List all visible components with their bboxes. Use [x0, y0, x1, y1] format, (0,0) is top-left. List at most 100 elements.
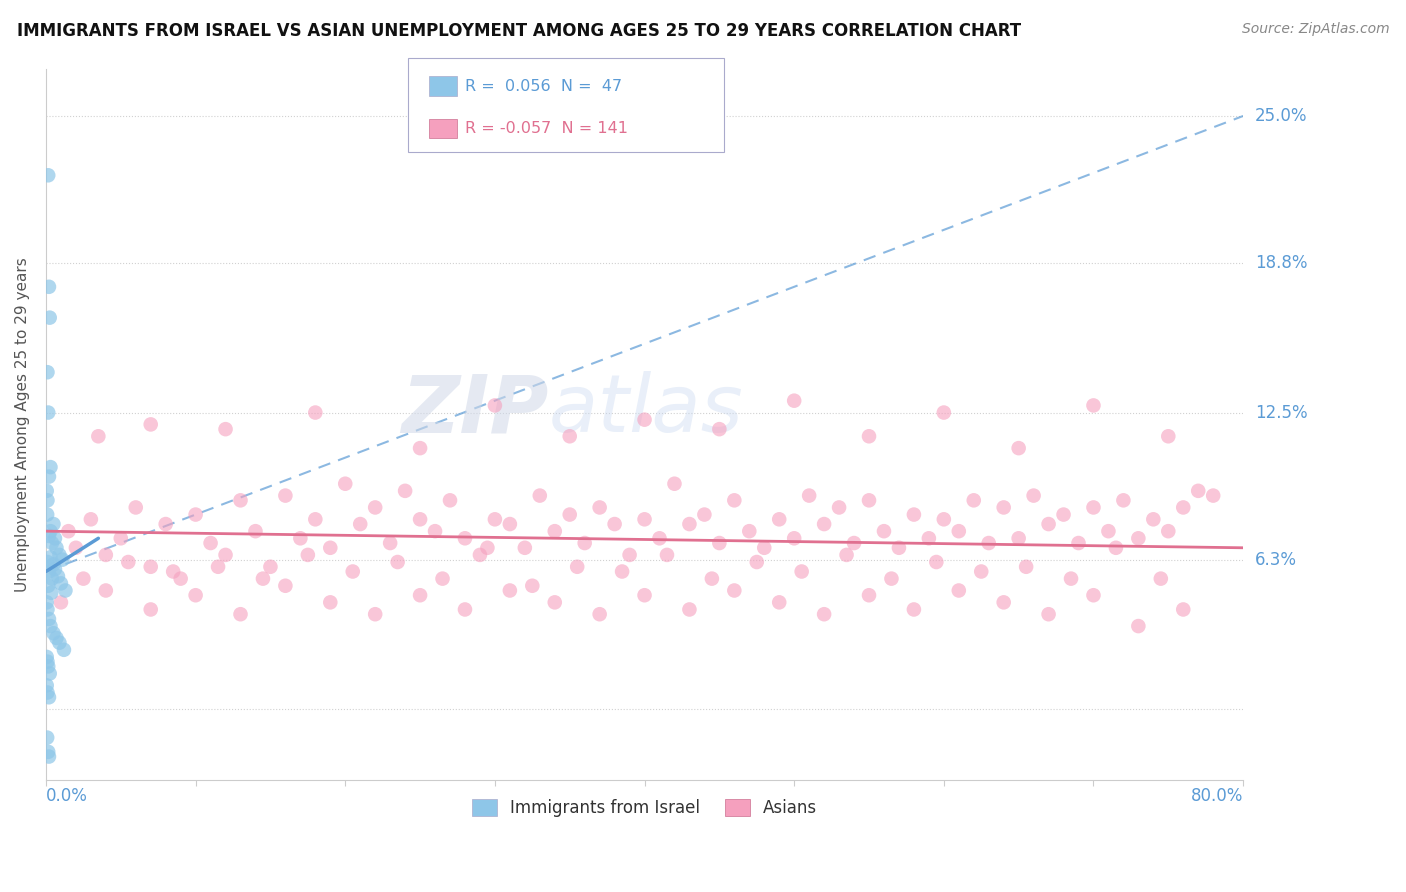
Point	[38, 310, 60, 325]
Point	[52, 642, 75, 657]
Point	[835, 548, 858, 562]
Point	[38, 666, 60, 681]
Point	[925, 555, 948, 569]
Point	[723, 493, 745, 508]
Point	[477, 541, 499, 555]
Point	[94, 548, 117, 562]
Point	[39, 550, 62, 565]
Point	[858, 493, 880, 508]
Point	[768, 595, 790, 609]
Point	[229, 607, 252, 622]
Point	[37, 169, 59, 183]
Point	[1097, 524, 1119, 538]
Point	[42, 517, 65, 532]
Point	[35, 483, 58, 498]
Point	[72, 572, 94, 586]
Point	[45, 541, 67, 555]
Point	[678, 602, 700, 616]
Text: 12.5%: 12.5%	[1256, 403, 1308, 422]
Point	[274, 489, 297, 503]
Point	[484, 399, 506, 413]
Text: ZIP: ZIP	[401, 371, 548, 450]
Point	[1157, 429, 1180, 443]
Point	[499, 517, 522, 532]
Point	[439, 493, 461, 508]
Point	[37, 555, 59, 569]
Point	[1173, 500, 1195, 515]
Point	[655, 548, 678, 562]
Point	[409, 441, 432, 455]
Point	[184, 508, 207, 522]
Point	[245, 524, 267, 538]
Point	[38, 612, 60, 626]
Point	[567, 559, 589, 574]
Point	[38, 529, 60, 543]
Point	[603, 517, 626, 532]
Point	[1083, 588, 1105, 602]
Point	[1038, 517, 1060, 532]
Point	[39, 619, 62, 633]
Point	[745, 555, 768, 569]
Point	[700, 572, 723, 586]
Point	[1128, 619, 1150, 633]
Point	[1015, 559, 1038, 574]
Point	[709, 536, 731, 550]
Point	[610, 565, 633, 579]
Text: Source: ZipAtlas.com: Source: ZipAtlas.com	[1241, 22, 1389, 37]
Point	[544, 524, 567, 538]
Point	[304, 405, 326, 419]
Text: 6.3%: 6.3%	[1256, 550, 1298, 568]
Point	[932, 405, 955, 419]
Point	[155, 517, 177, 532]
Point	[648, 531, 671, 545]
Point	[783, 531, 806, 545]
Point	[42, 626, 65, 640]
Point	[37, 731, 59, 745]
Point	[184, 588, 207, 602]
Point	[558, 508, 581, 522]
Point	[44, 562, 66, 576]
Point	[214, 548, 236, 562]
Point	[1187, 483, 1209, 498]
Point	[1008, 441, 1031, 455]
Point	[633, 512, 655, 526]
Point	[423, 524, 446, 538]
Point	[342, 565, 364, 579]
Point	[41, 572, 63, 586]
Point	[1060, 572, 1083, 586]
Text: 0.0%: 0.0%	[46, 788, 87, 805]
Point	[38, 280, 60, 294]
Point	[37, 659, 59, 673]
Point	[169, 572, 191, 586]
Text: 80.0%: 80.0%	[1191, 788, 1243, 805]
Point	[588, 500, 610, 515]
Point	[335, 476, 357, 491]
Point	[378, 536, 401, 550]
Point	[37, 365, 59, 379]
Point	[1150, 572, 1173, 586]
Point	[394, 483, 416, 498]
Point	[207, 559, 229, 574]
Point	[117, 555, 139, 569]
Point	[963, 493, 986, 508]
Point	[709, 422, 731, 436]
Point	[1038, 607, 1060, 622]
Point	[880, 572, 903, 586]
Point	[903, 602, 925, 616]
Point	[783, 393, 806, 408]
Y-axis label: Unemployment Among Ages 25 to 29 years: Unemployment Among Ages 25 to 29 years	[15, 257, 30, 591]
Point	[522, 579, 544, 593]
Point	[290, 531, 312, 545]
Point	[588, 607, 610, 622]
Point	[693, 508, 716, 522]
Legend: Immigrants from Israel, Asians: Immigrants from Israel, Asians	[464, 790, 825, 825]
Point	[37, 493, 59, 508]
Point	[1083, 399, 1105, 413]
Point	[887, 541, 910, 555]
Point	[349, 517, 371, 532]
Point	[858, 588, 880, 602]
Point	[873, 524, 896, 538]
Point	[45, 631, 67, 645]
Point	[918, 531, 941, 545]
Point	[977, 536, 1000, 550]
